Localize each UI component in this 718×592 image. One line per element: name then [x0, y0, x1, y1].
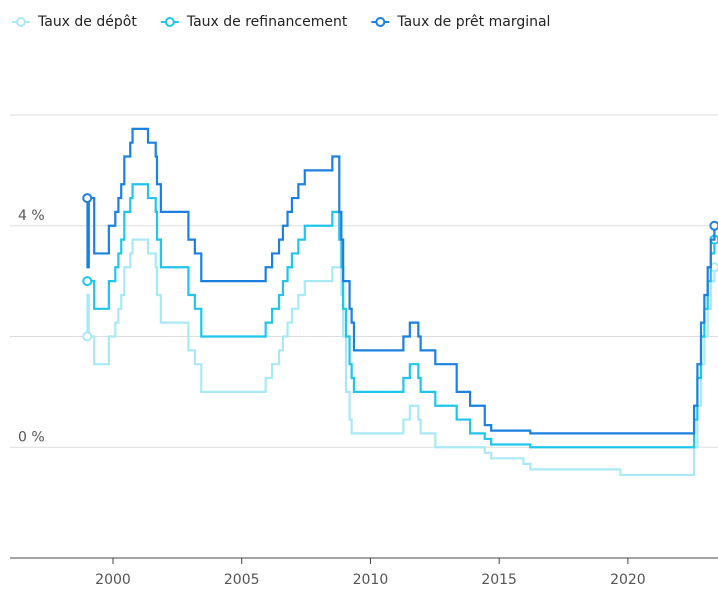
- rate-line: [86, 127, 718, 435]
- end-marker: [82, 193, 93, 204]
- legend-marker: [375, 17, 386, 27]
- x-tick-label: 2000: [95, 572, 131, 588]
- y-tick-label: 0 %: [18, 429, 45, 445]
- legend-label: Taux de refinancement: [186, 14, 348, 30]
- rate-line: [86, 238, 718, 477]
- end-marker: [82, 276, 93, 287]
- rate-line: [87, 183, 718, 449]
- x-tick-label: 2020: [610, 572, 646, 588]
- y-tick-label: 4 %: [18, 208, 45, 224]
- legend-label: Taux de prêt marginal: [396, 14, 550, 30]
- end-marker: [82, 331, 93, 342]
- x-tick-label: 2010: [353, 572, 389, 588]
- legend-marker: [16, 17, 26, 27]
- x-tick-label: 2015: [481, 572, 517, 588]
- legend-marker: [164, 17, 175, 27]
- legend-label: Taux de dépôt: [37, 14, 137, 30]
- x-tick-label: 2005: [224, 572, 260, 588]
- end-marker: [709, 220, 718, 231]
